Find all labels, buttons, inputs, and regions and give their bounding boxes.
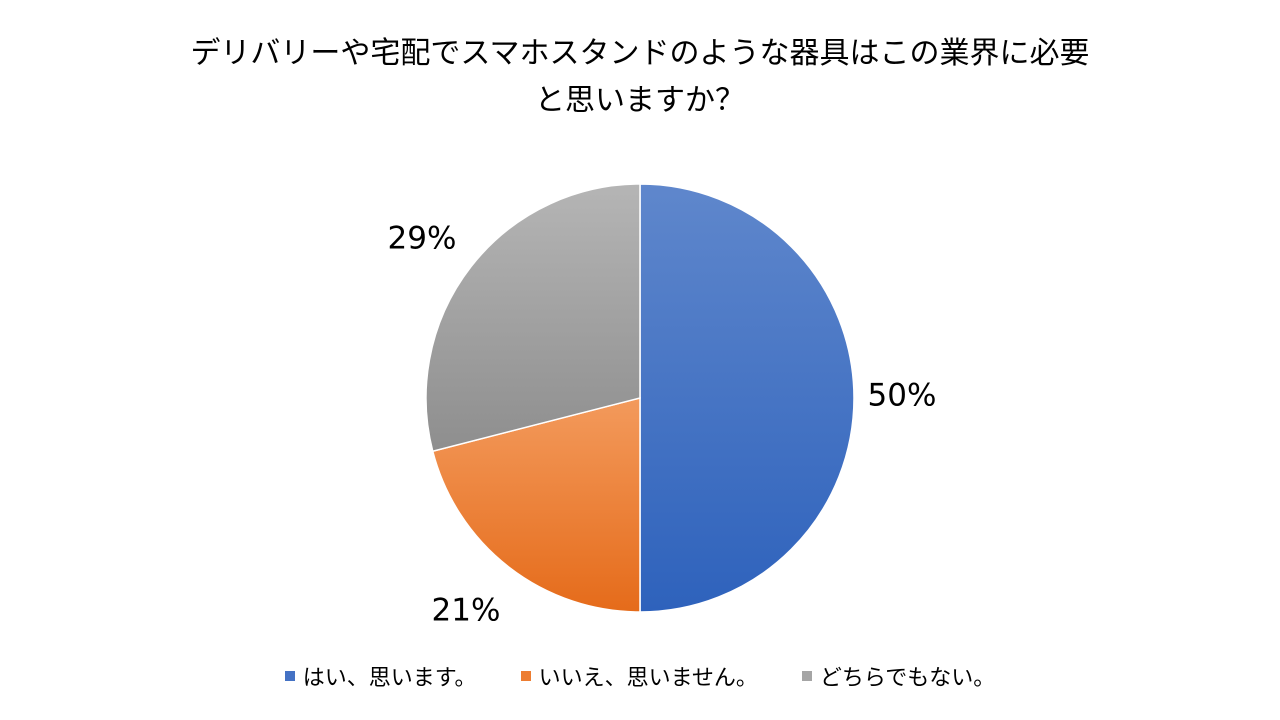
legend: はい、思います。 いいえ、思いません。 どちらでもない。 [0,660,1280,692]
pie-slice-neither [425,183,641,453]
legend-swatch-yes [284,671,295,681]
legend-item-yes: はい、思います。 [284,660,477,692]
legend-swatch-neither [801,671,812,681]
legend-label-neither: どちらでもない。 [819,666,996,691]
chart-title: デリバリーや宅配でスマホスタンドのような器具はこの業界に必要 と思いますか？ [0,30,1280,124]
chart-title-line-2: と思いますか？ [535,83,745,118]
legend-label-no: いいえ、思いません。 [538,666,758,691]
data-label-neither: 29% [388,221,457,257]
legend-item-neither: どちらでもない。 [801,660,996,692]
legend-swatch-no [520,671,531,681]
pie-slice-yes [639,183,855,613]
legend-label-yes: はい、思います。 [302,666,477,691]
pie-slice-no [431,397,641,613]
chart-title-line-1: デリバリーや宅配でスマホスタンドのような器具はこの業界に必要 [190,36,1090,71]
legend-item-no: いいえ、思いません。 [520,660,758,692]
data-label-no: 21% [432,593,501,629]
data-label-yes: 50% [868,378,937,414]
